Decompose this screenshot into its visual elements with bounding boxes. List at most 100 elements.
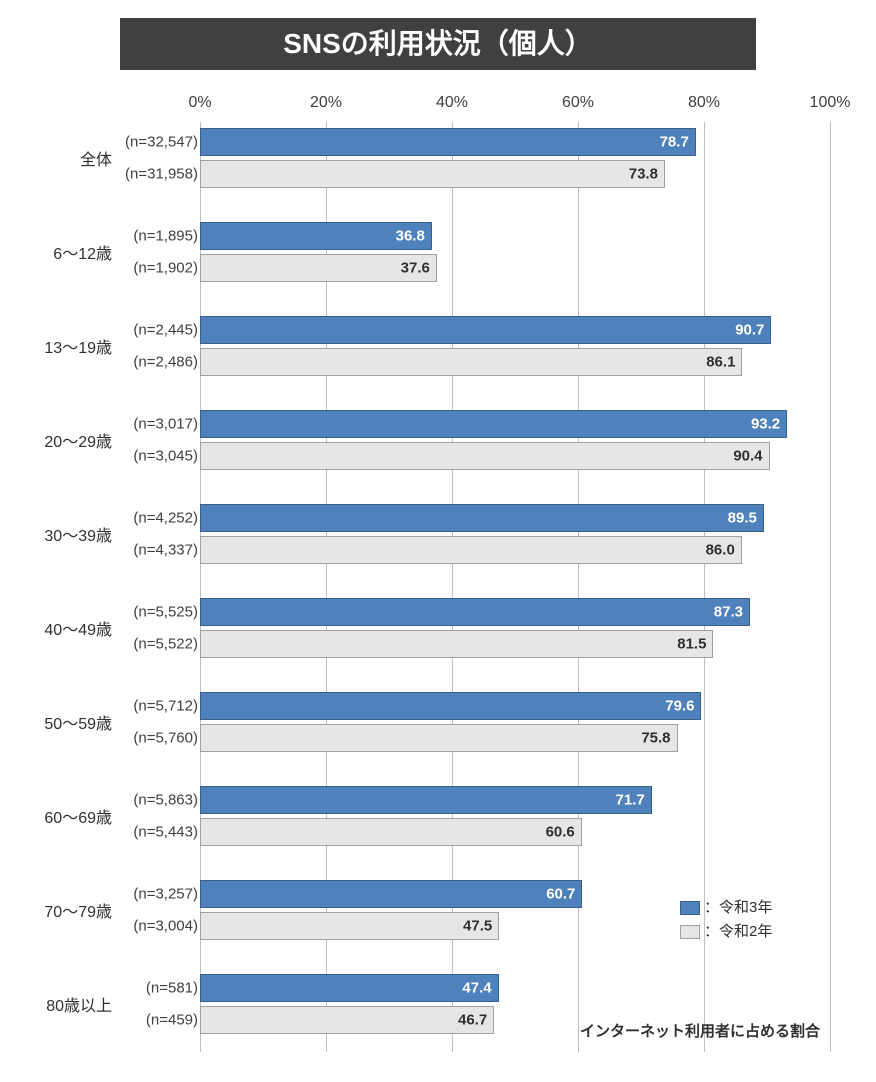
legend-series-1: ：令和3年	[680, 896, 772, 917]
bar: 78.7	[200, 128, 696, 156]
bar: 87.3	[200, 598, 750, 626]
category-group: 6～12歳(n=1,895)36.8(n=1,902)37.6	[200, 222, 830, 282]
bar-row: (n=5,443)60.6	[200, 818, 830, 846]
category-label: 6～12歳	[0, 240, 112, 264]
bar: 47.5	[200, 912, 499, 940]
bar-row: (n=4,337)86.0	[200, 536, 830, 564]
bar-row: (n=5,712)79.6	[200, 692, 830, 720]
sample-size-label: (n=1,902)	[133, 260, 198, 277]
bar-value-label: 86.0	[706, 542, 735, 559]
category-group: 60～69歳(n=5,863)71.7(n=5,443)60.6	[200, 786, 830, 846]
chart-title: SNSの利用状況（個人）	[120, 18, 756, 70]
bar-value-label: 47.5	[463, 918, 492, 935]
bar-value-label: 71.7	[616, 792, 645, 809]
sample-size-label: (n=5,863)	[133, 792, 198, 809]
bar: 71.7	[200, 786, 652, 814]
bar: 60.7	[200, 880, 582, 908]
bar: 37.6	[200, 254, 437, 282]
sample-size-label: (n=5,443)	[133, 824, 198, 841]
sample-size-label: (n=31,958)	[125, 166, 198, 183]
bar-row: (n=4,252)89.5	[200, 504, 830, 532]
category-group: 13～19歳(n=2,445)90.7(n=2,486)86.1	[200, 316, 830, 376]
sample-size-label: (n=4,252)	[133, 510, 198, 527]
bar-value-label: 79.6	[665, 698, 694, 715]
sample-size-label: (n=3,257)	[133, 886, 198, 903]
bar-value-label: 81.5	[677, 636, 706, 653]
bar-row: (n=5,863)71.7	[200, 786, 830, 814]
x-axis-tick-label: 20%	[310, 94, 342, 112]
bar: 86.1	[200, 348, 742, 376]
category-label: 30～39歳	[0, 522, 112, 546]
bar-row: (n=1,895)36.8	[200, 222, 830, 250]
sample-size-label: (n=5,525)	[133, 604, 198, 621]
bar: 81.5	[200, 630, 713, 658]
bar: 93.2	[200, 410, 787, 438]
legend-swatch-2	[680, 925, 700, 939]
sample-size-label: (n=32,547)	[125, 134, 198, 151]
x-axis-tick-label: 100%	[810, 94, 851, 112]
sample-size-label: (n=2,445)	[133, 322, 198, 339]
bar-value-label: 60.6	[546, 824, 575, 841]
bar: 46.7	[200, 1006, 494, 1034]
chart-footnote: インターネット利用者に占める割合	[580, 1020, 820, 1041]
bar-value-label: 46.7	[458, 1012, 487, 1029]
category-group: 50～59歳(n=5,712)79.6(n=5,760)75.8	[200, 692, 830, 752]
category-group: 40～49歳(n=5,525)87.3(n=5,522)81.5	[200, 598, 830, 658]
bar: 75.8	[200, 724, 678, 752]
category-label: 13～19歳	[0, 334, 112, 358]
bar-row: (n=5,760)75.8	[200, 724, 830, 752]
bar-value-label: 90.7	[735, 322, 764, 339]
bar: 86.0	[200, 536, 742, 564]
bar-value-label: 60.7	[546, 886, 575, 903]
bar-value-label: 73.8	[629, 166, 658, 183]
bar-row: (n=2,445)90.7	[200, 316, 830, 344]
x-axis-tick-label: 0%	[188, 94, 211, 112]
category-group: 20～29歳(n=3,017)93.2(n=3,045)90.4	[200, 410, 830, 470]
legend-swatch-1	[680, 901, 700, 915]
bar-row: (n=5,522)81.5	[200, 630, 830, 658]
category-label: 60～69歳	[0, 804, 112, 828]
bar-value-label: 36.8	[396, 228, 425, 245]
sample-size-label: (n=3,004)	[133, 918, 198, 935]
x-axis-tick-label: 80%	[688, 94, 720, 112]
bar-value-label: 78.7	[660, 134, 689, 151]
sample-size-label: (n=1,895)	[133, 228, 198, 245]
bar-value-label: 90.4	[733, 448, 762, 465]
bar: 47.4	[200, 974, 499, 1002]
category-label: 80歳以上	[0, 992, 112, 1016]
category-group: 全体(n=32,547)78.7(n=31,958)73.8	[200, 128, 830, 188]
sample-size-label: (n=2,486)	[133, 354, 198, 371]
bar-row: (n=581)47.4	[200, 974, 830, 1002]
legend-label-2: ：令和2年	[704, 923, 772, 940]
category-group: 30～39歳(n=4,252)89.5(n=4,337)86.0	[200, 504, 830, 564]
bar-value-label: 93.2	[751, 416, 780, 433]
category-label: 20～29歳	[0, 428, 112, 452]
bar-row: (n=32,547)78.7	[200, 128, 830, 156]
bar-value-label: 86.1	[706, 354, 735, 371]
bar-row: (n=31,958)73.8	[200, 160, 830, 188]
legend-series-2: ：令和2年	[680, 920, 772, 941]
sample-size-label: (n=3,045)	[133, 448, 198, 465]
legend-label-1: ：令和3年	[704, 899, 772, 916]
x-axis-tick-label: 60%	[562, 94, 594, 112]
category-label: 40～49歳	[0, 616, 112, 640]
x-axis-tick-label: 40%	[436, 94, 468, 112]
category-label: 全体	[0, 146, 112, 170]
category-label: 50～59歳	[0, 710, 112, 734]
bar: 73.8	[200, 160, 665, 188]
bar-value-label: 47.4	[462, 980, 491, 997]
bar-value-label: 89.5	[728, 510, 757, 527]
sample-size-label: (n=4,337)	[133, 542, 198, 559]
sample-size-label: (n=3,017)	[133, 416, 198, 433]
bar-row: (n=3,017)93.2	[200, 410, 830, 438]
bar-row: (n=2,486)86.1	[200, 348, 830, 376]
sample-size-label: (n=581)	[146, 980, 198, 997]
bar-row: (n=5,525)87.3	[200, 598, 830, 626]
gridline	[830, 122, 831, 1052]
bar: 90.7	[200, 316, 771, 344]
bar-row: (n=3,045)90.4	[200, 442, 830, 470]
bar: 79.6	[200, 692, 701, 720]
bar-value-label: 75.8	[641, 730, 670, 747]
sample-size-label: (n=5,760)	[133, 730, 198, 747]
sample-size-label: (n=5,522)	[133, 636, 198, 653]
